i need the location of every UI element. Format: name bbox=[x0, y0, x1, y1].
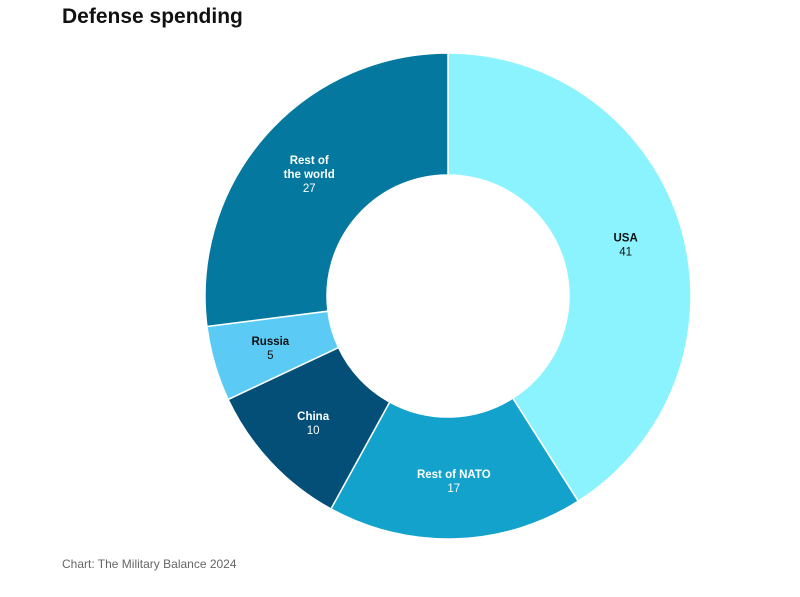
slice-label-line: Rest of bbox=[290, 155, 329, 167]
slice-label-line: the world bbox=[284, 169, 335, 181]
slice-label-line: China bbox=[297, 411, 330, 423]
slice-rest-of-nato bbox=[329, 397, 580, 540]
slice-label-line: USA bbox=[614, 233, 638, 245]
slice-label-rest-of-the-world: Rest of the world 27 bbox=[284, 155, 335, 195]
slice-label-russia: Russia 5 bbox=[251, 336, 289, 362]
slice-label-line: Rest of NATO bbox=[417, 469, 491, 481]
chart-title: Defense spending bbox=[62, 5, 243, 28]
slice-rest-of-the-world bbox=[204, 52, 449, 328]
slice-label-usa: USA 41 bbox=[614, 233, 638, 259]
slice-value-russia: 5 bbox=[267, 350, 273, 362]
slice-usa bbox=[447, 52, 692, 503]
donut-slices bbox=[204, 52, 692, 540]
slice-label-china: China 10 bbox=[297, 411, 330, 437]
slice-label-rest-of-nato: Rest of NATO 17 bbox=[417, 469, 491, 495]
slice-value-china: 10 bbox=[307, 425, 320, 437]
slice-value-rest-of-the-world: 27 bbox=[303, 183, 316, 195]
chart-source: Chart: The Military Balance 2024 bbox=[62, 557, 237, 571]
donut-labels: USA 41 Rest of NATO 17 China 10 Russia 5 Rest of… bbox=[251, 155, 637, 495]
slice-value-usa: 41 bbox=[619, 247, 632, 259]
slice-label-line: Russia bbox=[251, 336, 289, 348]
slice-value-rest-of-nato: 17 bbox=[447, 483, 460, 495]
